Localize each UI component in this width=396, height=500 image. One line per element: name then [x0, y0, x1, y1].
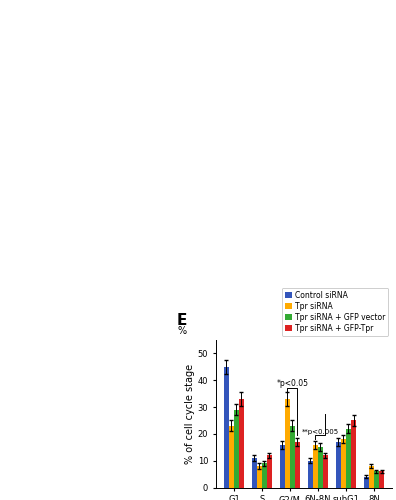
Bar — [239, 399, 244, 488]
Bar — [323, 456, 328, 488]
Bar — [267, 456, 272, 488]
Bar — [280, 444, 285, 488]
Bar — [351, 420, 356, 488]
Text: %: % — [177, 326, 186, 336]
Bar — [341, 439, 346, 488]
Legend: Control siRNA, Tpr siRNA, Tpr siRNA + GFP vector, Tpr siRNA + GFP-Tpr: Control siRNA, Tpr siRNA, Tpr siRNA + GF… — [282, 288, 388, 336]
Bar — [257, 466, 262, 487]
Text: E: E — [177, 313, 187, 328]
Bar — [346, 428, 351, 488]
Text: *p<0.05: *p<0.05 — [276, 378, 308, 388]
Bar — [252, 458, 257, 488]
Bar — [336, 442, 341, 488]
Bar — [313, 444, 318, 488]
Bar — [229, 426, 234, 488]
Bar — [290, 426, 295, 488]
Bar — [224, 367, 229, 488]
Bar — [364, 477, 369, 488]
Text: **p<0.005: **p<0.005 — [302, 428, 339, 434]
Bar — [379, 472, 384, 488]
Y-axis label: % of cell cycle stage: % of cell cycle stage — [185, 364, 195, 464]
Bar — [295, 442, 300, 488]
Bar — [369, 466, 374, 487]
Bar — [308, 460, 313, 487]
Bar — [318, 448, 323, 488]
Bar — [262, 464, 267, 487]
Bar — [234, 410, 239, 488]
Bar — [374, 472, 379, 488]
Bar — [285, 399, 290, 488]
